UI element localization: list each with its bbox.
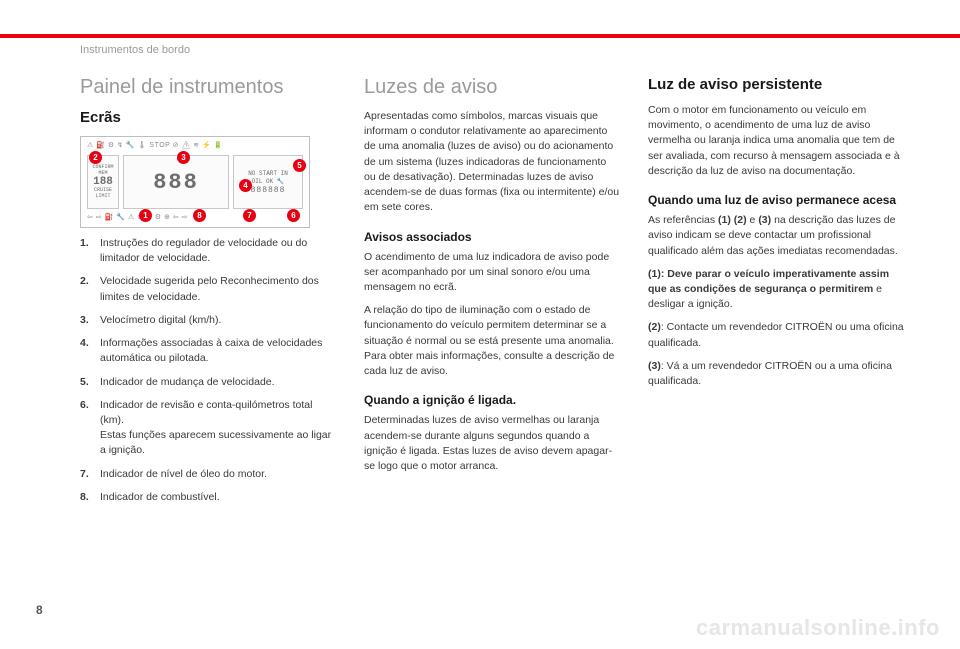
col2-p-assoc2: A relação do tipo de iluminação com o es… bbox=[364, 303, 620, 379]
callout-dot: 5 bbox=[293, 159, 306, 172]
panel-top-icons: ⚠ ⛽ ⚙ ↯ 🔧 🌡 STOP ⊘ ⚠ ≋ ⚡ 🔋 bbox=[87, 141, 303, 151]
col3-p-on-pre: As referências bbox=[648, 214, 718, 226]
panel-right-line2: OIL OK 🔧 bbox=[252, 178, 285, 185]
col2-h-assoc: Avisos associados bbox=[364, 230, 620, 244]
col2-p-ign: Determinadas luzes de aviso vermelhas ou… bbox=[364, 413, 620, 474]
panel-mid: CONFIRM MEM 188 CRUISE LIMIT 888 NO STAR… bbox=[87, 155, 303, 209]
col2-title: Luzes de aviso bbox=[364, 76, 620, 99]
callout-dot: 6 bbox=[287, 209, 300, 222]
col3-p-on-mid: e bbox=[747, 214, 759, 226]
col3-p-on-b1: (1) (2) bbox=[718, 214, 747, 226]
col3-p3-pre: (3) bbox=[648, 360, 661, 372]
panel-speedo: 888 bbox=[123, 155, 229, 209]
col1-subtitle: Ecrãs bbox=[80, 109, 336, 126]
legend-item-number: 3. bbox=[80, 313, 100, 328]
panel-right-odo: 888888 bbox=[251, 186, 286, 195]
breadcrumb: Instrumentos de bordo bbox=[80, 44, 190, 56]
legend-item-text: Instruções do regulador de velocidade ou… bbox=[100, 236, 336, 266]
col2-intro: Apresentadas como símbolos, marcas visua… bbox=[364, 109, 620, 216]
col3-p-on-b2: (3) bbox=[758, 214, 771, 226]
column-1: Painel de instrumentos Ecrãs ⚠ ⛽ ⚙ ↯ 🔧 🌡… bbox=[80, 76, 336, 609]
col3-intro: Com o motor em funcionamento ou veículo … bbox=[648, 103, 904, 179]
legend-item-text: Velocímetro digital (km/h). bbox=[100, 313, 336, 328]
col3-p3-post: : Vá a um revendedor CITROËN ou a uma of… bbox=[648, 360, 892, 387]
legend-item: 8.Indicador de combustível. bbox=[80, 490, 336, 505]
legend-item: 6.Indicador de revisão e conta-quilómetr… bbox=[80, 398, 336, 459]
legend-item: 2.Velocidade sugerida pelo Reconheciment… bbox=[80, 274, 336, 304]
panel-left-lbl4: LIMIT bbox=[95, 194, 110, 200]
legend-item-number: 2. bbox=[80, 274, 100, 304]
top-red-bar bbox=[0, 34, 960, 38]
legend-item-number: 8. bbox=[80, 490, 100, 505]
col3-p2: (2): Contacte um revendedor CITROËN ou u… bbox=[648, 320, 904, 350]
legend-item-text: Indicador de nível de óleo do motor. bbox=[100, 467, 336, 482]
column-3: Luz de aviso persistente Com o motor em … bbox=[648, 76, 904, 609]
legend-item-text: Informações associadas à caixa de veloci… bbox=[100, 336, 336, 366]
legend-item-number: 1. bbox=[80, 236, 100, 266]
col3-p2-pre: (2) bbox=[648, 321, 661, 333]
col3-p2-post: : Contacte um revendedor CITROËN ou uma … bbox=[648, 321, 904, 348]
legend-item-text: Indicador de revisão e conta-quilómetros… bbox=[100, 398, 336, 459]
col3-title: Luz de aviso persistente bbox=[648, 76, 904, 93]
legend-item-number: 6. bbox=[80, 398, 100, 459]
page-number: 8 bbox=[36, 603, 43, 617]
legend-item-number: 7. bbox=[80, 467, 100, 482]
col3-p1: (1): Deve parar o veículo imperativament… bbox=[648, 267, 904, 313]
callout-dot: 1 bbox=[139, 209, 152, 222]
legend-item: 1.Instruções do regulador de velocidade … bbox=[80, 236, 336, 266]
watermark: carmanualsonline.info bbox=[696, 615, 940, 641]
legend-item-text: Indicador de mudança de velocidade. bbox=[100, 375, 336, 390]
col2-p-assoc1: O acendimento de uma luz indicadora de a… bbox=[364, 250, 620, 296]
callout-dot: 8 bbox=[193, 209, 206, 222]
legend-item: 3.Velocímetro digital (km/h). bbox=[80, 313, 336, 328]
col1-title: Painel de instrumentos bbox=[80, 76, 336, 99]
legend-item-number: 4. bbox=[80, 336, 100, 366]
legend-item-text: Velocidade sugerida pelo Reconhecimento … bbox=[100, 274, 336, 304]
legend-item: 7.Indicador de nível de óleo do motor. bbox=[80, 467, 336, 482]
legend-item-text: Indicador de combustível. bbox=[100, 490, 336, 505]
column-2: Luzes de aviso Apresentadas como símbolo… bbox=[364, 76, 620, 609]
page-columns: Painel de instrumentos Ecrãs ⚠ ⛽ ⚙ ↯ 🔧 🌡… bbox=[80, 76, 904, 609]
callout-dot: 4 bbox=[239, 179, 252, 192]
instrument-panel-figure: ⚠ ⛽ ⚙ ↯ 🔧 🌡 STOP ⊘ ⚠ ≋ ⚡ 🔋 CONFIRM MEM 1… bbox=[80, 136, 310, 228]
legend-item: 4.Informações associadas à caixa de velo… bbox=[80, 336, 336, 366]
col3-p-on: As referências (1) (2) e (3) na descriçã… bbox=[648, 213, 904, 259]
callout-dot: 7 bbox=[243, 209, 256, 222]
col2-h-ign: Quando a ignição é ligada. bbox=[364, 393, 620, 407]
callout-dot: 2 bbox=[89, 151, 102, 164]
col3-p1-pre: (1) bbox=[648, 268, 661, 280]
callout-dot: 3 bbox=[177, 151, 190, 164]
col3-p1-b: : Deve parar o veículo imperativamente a… bbox=[648, 268, 889, 295]
col3-h-on: Quando uma luz de aviso permanece acesa bbox=[648, 193, 904, 207]
col3-p3: (3): Vá a um revendedor CITROËN ou a uma… bbox=[648, 359, 904, 389]
panel-legend-list: 1.Instruções do regulador de velocidade … bbox=[80, 236, 336, 505]
legend-item: 5.Indicador de mudança de velocidade. bbox=[80, 375, 336, 390]
panel-right-line1: NO START IN bbox=[248, 170, 288, 177]
legend-item-number: 5. bbox=[80, 375, 100, 390]
